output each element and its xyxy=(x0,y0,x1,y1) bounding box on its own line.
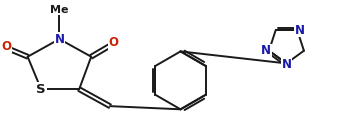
Text: S: S xyxy=(36,83,46,96)
Text: N: N xyxy=(295,24,305,37)
Text: N: N xyxy=(261,44,271,57)
Text: N: N xyxy=(54,33,64,46)
Text: Me: Me xyxy=(50,5,69,15)
Text: N: N xyxy=(282,58,292,71)
Text: O: O xyxy=(1,40,11,53)
Text: O: O xyxy=(109,36,119,49)
